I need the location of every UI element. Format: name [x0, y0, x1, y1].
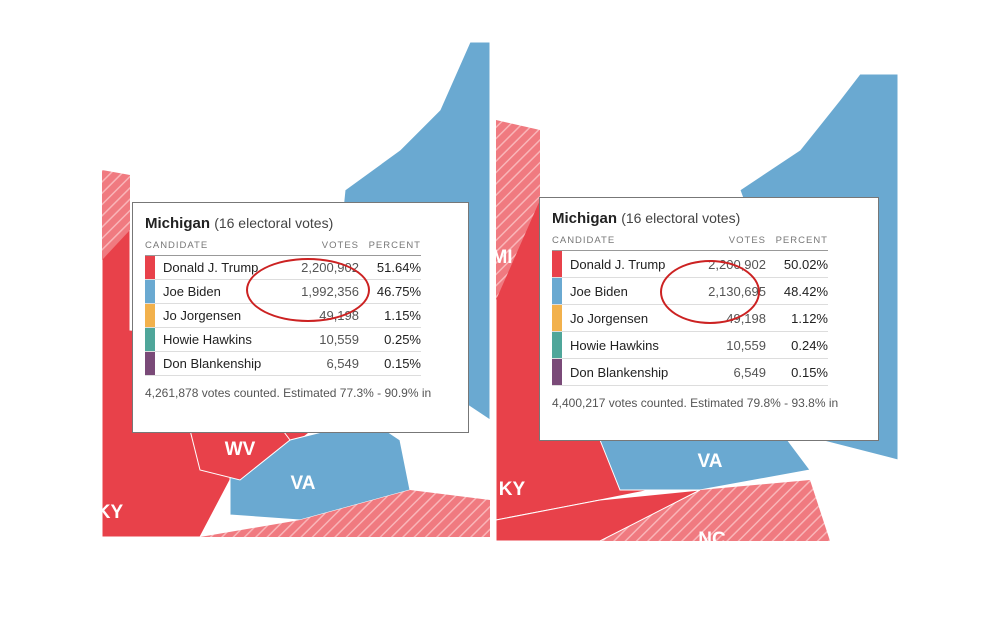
- vote-count: 10,559: [279, 327, 359, 352]
- popup-title: Michigan (16 electoral votes): [145, 215, 456, 232]
- vote-percent: 0.15%: [766, 358, 828, 386]
- column-header: PERCENT: [766, 235, 828, 251]
- candidate-swatch: [552, 250, 562, 278]
- vote-percent: 0.25%: [359, 327, 421, 352]
- highlight-circle: [246, 258, 370, 322]
- results-table: CANDIDATE VOTES PERCENT Donald J. Trump 2,20…: [552, 235, 828, 386]
- votes-counted-note: 4,400,217 votes counted. Estimated 79.8%…: [552, 396, 839, 410]
- map-label: WV: [225, 439, 256, 460]
- candidate-swatch: [552, 331, 562, 359]
- vote-percent: 0.24%: [766, 331, 828, 359]
- vote-count: 6,549: [686, 358, 766, 386]
- candidate-name: Don Blankenship: [562, 358, 686, 386]
- candidate-name: Donald J. Trump: [562, 250, 686, 278]
- candidate-swatch: [145, 279, 155, 304]
- vote-count: 10,559: [686, 331, 766, 359]
- header-row: CANDIDATE VOTES PERCENT: [552, 235, 828, 251]
- candidate-name: Howie Hawkins: [562, 331, 686, 359]
- candidate-row: Howie Hawkins 10,559 0.24%: [552, 331, 828, 359]
- votes-counted-note: 4,261,878 votes counted. Estimated 77.3%…: [145, 386, 432, 400]
- candidate-name: Howie Hawkins: [155, 327, 279, 352]
- candidate-name: Jo Jorgensen: [562, 304, 686, 332]
- candidate-swatch: [145, 327, 155, 352]
- electoral-votes: (16 electoral votes): [214, 215, 334, 231]
- map-label: KY: [97, 502, 124, 523]
- column-header: VOTES: [686, 235, 766, 251]
- map-label: MI: [491, 247, 512, 268]
- vote-percent: 51.64%: [359, 255, 421, 280]
- vote-percent: 50.02%: [766, 250, 828, 278]
- state-name: Michigan: [552, 210, 618, 227]
- header-row: CANDIDATE VOTES PERCENT: [145, 240, 421, 256]
- candidate-swatch: [145, 303, 155, 328]
- column-header: PERCENT: [359, 240, 421, 256]
- popup-title: Michigan (16 electoral votes): [552, 210, 866, 227]
- vote-count: 6,549: [279, 351, 359, 376]
- map-label: VA: [291, 473, 316, 494]
- electoral-votes: (16 electoral votes): [621, 210, 741, 226]
- column-header: CANDIDATE: [552, 235, 686, 251]
- candidate-swatch: [145, 351, 155, 376]
- candidate-name: Don Blankenship: [155, 351, 279, 376]
- candidate-row: Don Blankenship 6,549 0.15%: [145, 351, 421, 376]
- candidate-row: Howie Hawkins 10,559 0.25%: [145, 327, 421, 352]
- highlight-circle: [660, 260, 760, 324]
- column-header: VOTES: [279, 240, 359, 256]
- candidate-swatch: [552, 277, 562, 305]
- map-label: KY: [499, 479, 526, 500]
- vote-percent: 1.12%: [766, 304, 828, 332]
- candidate-swatch: [552, 358, 562, 386]
- map-label: NC: [698, 529, 726, 550]
- candidate-row: Don Blankenship 6,549 0.15%: [552, 358, 828, 386]
- candidate-swatch: [145, 255, 155, 280]
- candidate-swatch: [552, 304, 562, 332]
- state-name: Michigan: [145, 215, 211, 232]
- map-label: VA: [698, 451, 723, 472]
- vote-percent: 0.15%: [359, 351, 421, 376]
- column-header: CANDIDATE: [145, 240, 279, 256]
- vote-percent: 48.42%: [766, 277, 828, 305]
- vote-percent: 1.15%: [359, 303, 421, 328]
